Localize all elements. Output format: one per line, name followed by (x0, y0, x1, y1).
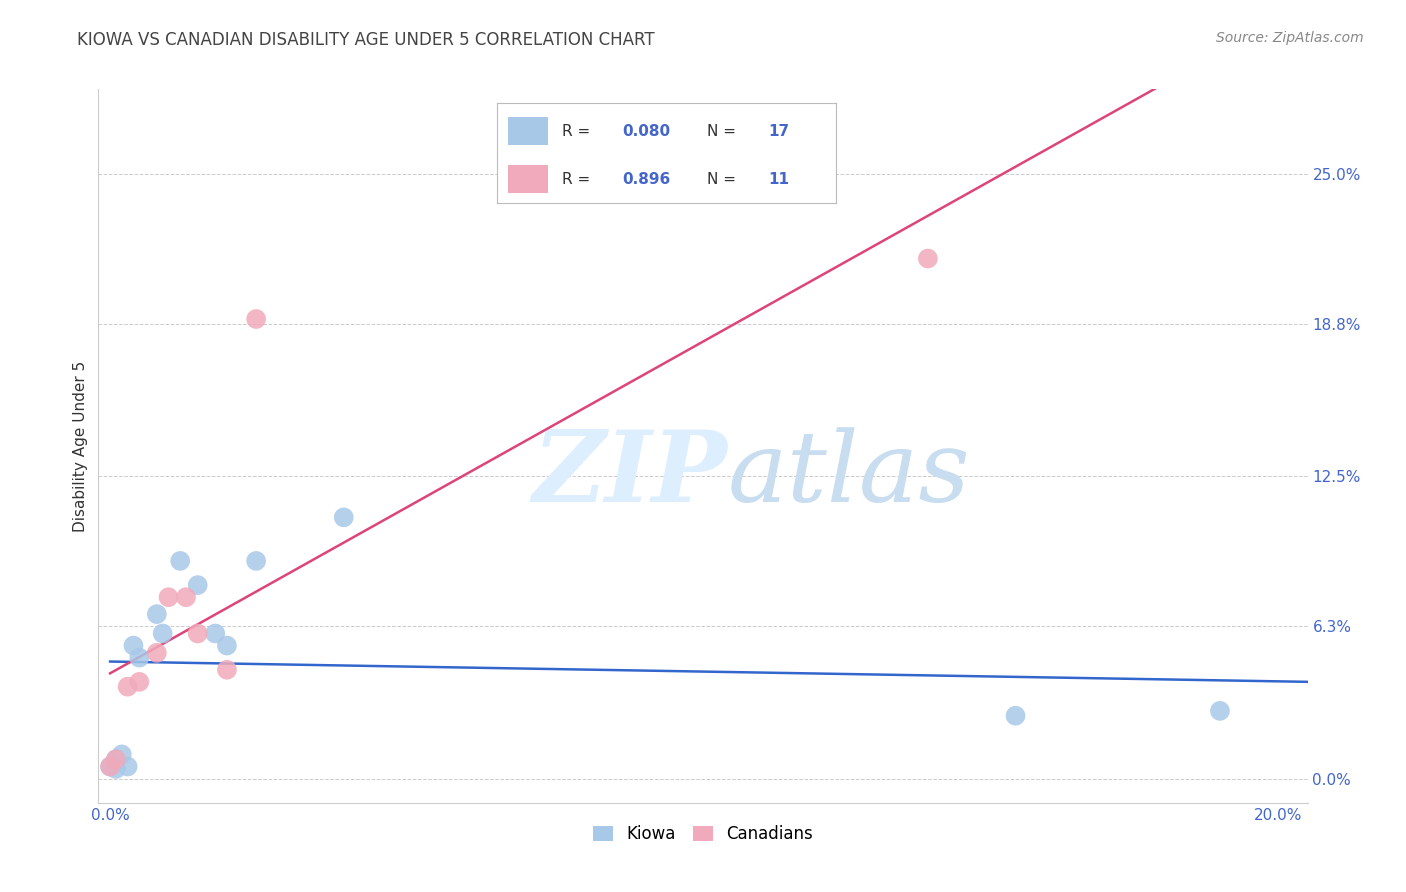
Point (128, 650, 150, 665)
Point (174, 590, 197, 604)
Text: atlas: atlas (727, 427, 970, 522)
Point (128, 674, 150, 689)
Text: KIOWA VS CANADIAN DISABILITY AGE UNDER 5 CORRELATION CHART: KIOWA VS CANADIAN DISABILITY AGE UNDER 5… (77, 31, 655, 49)
Point (1209, 704, 1232, 718)
Text: Source: ZipAtlas.com: Source: ZipAtlas.com (1216, 31, 1364, 45)
Point (332, 510, 354, 524)
Point (104, 752, 127, 766)
Point (169, 554, 191, 568)
Point (146, 607, 169, 621)
Point (152, 626, 174, 640)
Point (117, 680, 139, 694)
Text: ZIP: ZIP (533, 426, 727, 523)
Point (117, 759, 139, 773)
Point (157, 590, 180, 604)
Point (245, 312, 267, 326)
Point (187, 626, 209, 640)
Point (146, 646, 169, 660)
Point (122, 639, 145, 653)
Legend: Kiowa, Canadians: Kiowa, Canadians (585, 817, 821, 852)
Point (204, 626, 226, 640)
Point (111, 747, 134, 762)
Point (98, 759, 121, 773)
Point (215, 639, 238, 653)
Point (245, 554, 267, 568)
Point (187, 578, 209, 592)
Point (98, 759, 121, 773)
Point (215, 663, 238, 677)
Point (1004, 708, 1026, 723)
Point (104, 752, 127, 766)
Y-axis label: Disability Age Under 5: Disability Age Under 5 (73, 360, 89, 532)
Point (104, 762, 127, 776)
Point (917, 252, 939, 266)
